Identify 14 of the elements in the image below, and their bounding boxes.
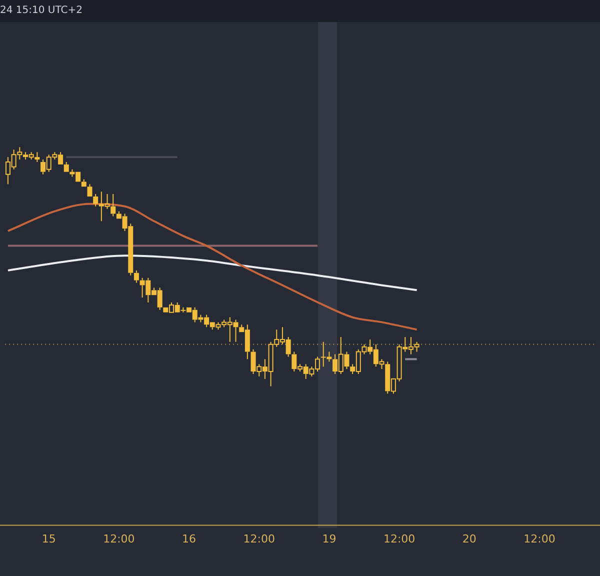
x-tick-label: 12:00: [243, 532, 275, 546]
candlestick: [81, 178, 86, 187]
x-tick-label: 12:00: [383, 532, 416, 546]
candlestick: [93, 194, 98, 207]
candlestick: [64, 161, 69, 172]
text: 24 15:10 UTC+2: [0, 0, 600, 22]
x-tick-label: 19: [322, 532, 336, 546]
x-tick-label: 16: [182, 532, 196, 546]
candlestick: [134, 270, 139, 284]
x-tick-label: 12:00: [524, 532, 556, 546]
x-tick-label: 15: [42, 532, 56, 546]
x-tick-label: 20: [462, 532, 476, 546]
x-tick-label: 12:00: [103, 532, 135, 546]
candlestick: [87, 184, 92, 196]
